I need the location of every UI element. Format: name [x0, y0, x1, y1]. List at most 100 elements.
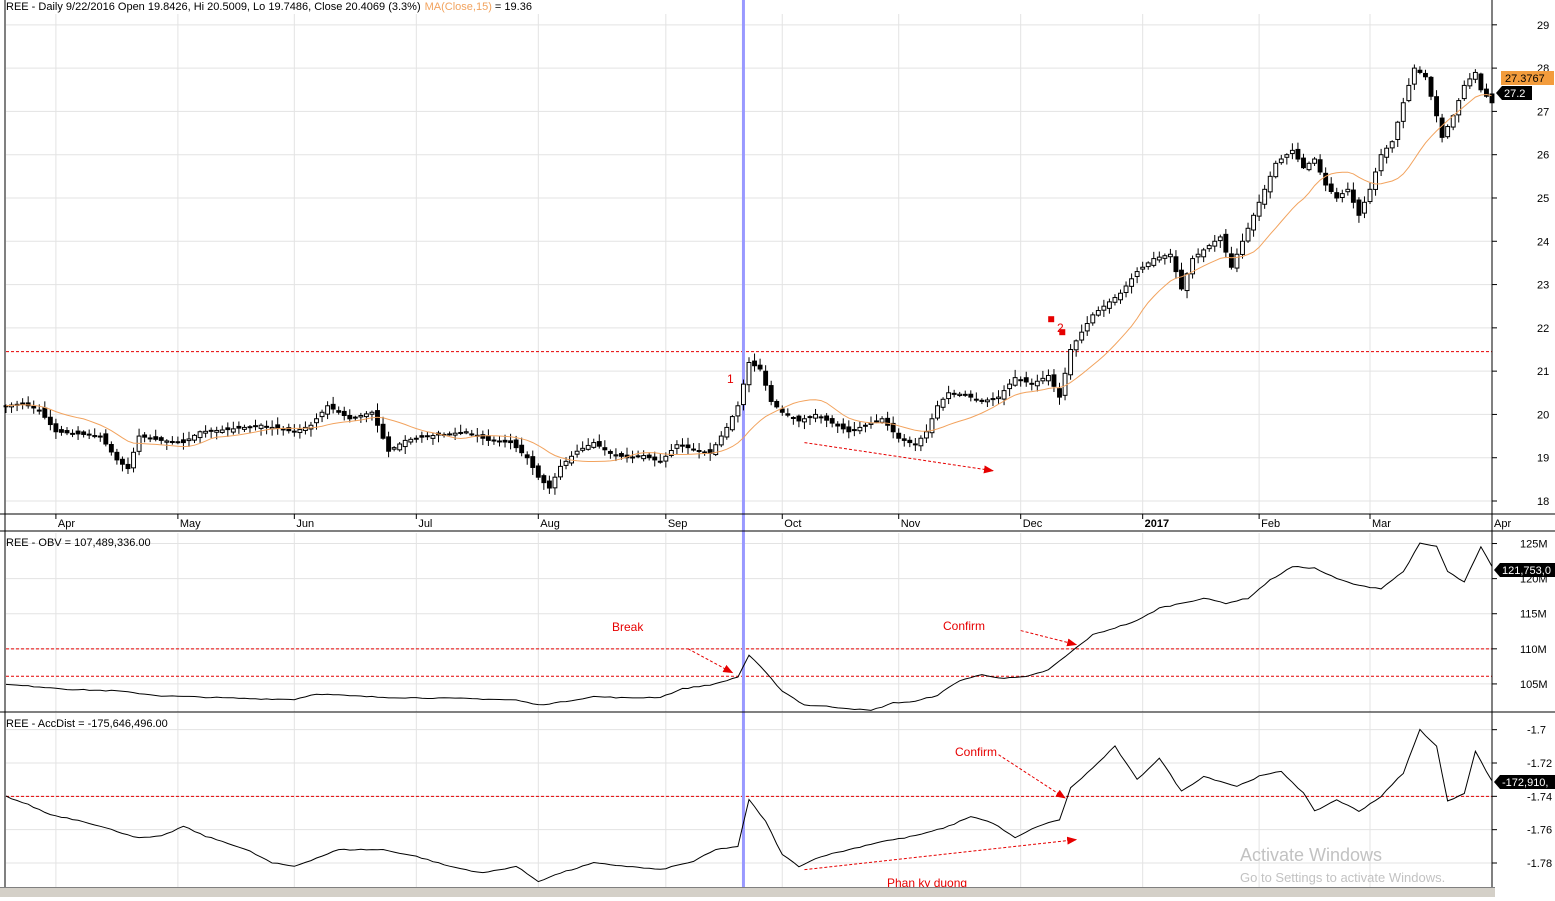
- candle-body: [996, 396, 1001, 400]
- candle-body: [86, 433, 92, 436]
- candle-body: [779, 408, 785, 413]
- price-candle: [402, 435, 408, 455]
- price-candle: [363, 411, 369, 423]
- price-candle: [97, 432, 103, 442]
- candle-body: [280, 428, 286, 431]
- price-candle: [469, 429, 475, 437]
- candle-body: [1434, 96, 1439, 117]
- accdist-series-line: [5, 728, 1493, 883]
- price-divergence-arrow: [804, 442, 994, 474]
- price-candle: [1195, 248, 1201, 264]
- candle-body: [635, 455, 641, 458]
- price-tick-label: 23: [1537, 280, 1549, 292]
- price-candle: [1356, 197, 1362, 223]
- candle-body: [957, 393, 963, 396]
- price-candle: [1362, 196, 1367, 219]
- candle-body: [1179, 269, 1184, 290]
- price-ma-badge-text: 27.3767: [1505, 73, 1545, 85]
- candle-body: [735, 405, 741, 417]
- candle-body: [763, 370, 769, 386]
- obv-tick-label: 105M: [1520, 679, 1548, 691]
- candle-body: [840, 423, 846, 430]
- price-candle: [607, 449, 613, 459]
- candle-body: [97, 435, 103, 438]
- candle-body: [42, 407, 48, 418]
- candle-body: [857, 426, 863, 432]
- price-candle: [430, 432, 436, 445]
- candle-body: [713, 444, 719, 456]
- candle-body: [81, 431, 87, 435]
- price-tick-label: 20: [1537, 409, 1549, 421]
- price-candle: [1007, 379, 1013, 397]
- candle-body: [1040, 377, 1046, 382]
- price-candle: [1184, 272, 1190, 299]
- price-candle: [674, 440, 680, 455]
- sheet-tab-bar[interactable]: [0, 887, 1495, 897]
- price-candle: [702, 450, 708, 456]
- price-candle: [1118, 289, 1123, 304]
- candle-body: [424, 435, 430, 438]
- candle-body: [175, 441, 181, 444]
- indicator-layer: [5, 542, 1493, 883]
- candle-body: [890, 422, 896, 433]
- candle-body: [192, 434, 197, 441]
- candle-body: [774, 400, 780, 408]
- candle-body: [973, 398, 979, 401]
- candle-body: [1057, 388, 1062, 398]
- candle-body: [519, 444, 525, 454]
- price-candle: [70, 429, 75, 438]
- candle-body: [286, 427, 292, 432]
- candle-body: [1428, 76, 1434, 97]
- price-candle: [602, 440, 608, 456]
- price-candle: [14, 400, 20, 412]
- price-candle: [1106, 298, 1112, 314]
- price-candle: [1389, 140, 1395, 153]
- confirm-accdist-label: Confirm: [955, 745, 997, 759]
- candle-body: [1240, 240, 1245, 255]
- price-candle: [369, 410, 375, 421]
- candle-body: [391, 447, 397, 450]
- price-candle: [957, 391, 963, 398]
- price-candle: [103, 429, 109, 447]
- candle-body: [602, 447, 608, 451]
- month-tick-label: Mar: [1372, 518, 1391, 530]
- candle-body: [1090, 314, 1096, 324]
- candle-body: [1334, 192, 1340, 199]
- candle-body: [1190, 258, 1196, 275]
- candle-body: [951, 392, 957, 395]
- candle-body: [1007, 383, 1013, 390]
- candle-body: [142, 434, 148, 438]
- price-candle: [413, 435, 419, 443]
- price-close-badge-text: 27.2: [1504, 88, 1525, 100]
- candle-body: [1001, 390, 1007, 400]
- price-candle: [92, 428, 98, 439]
- price-candle: [591, 438, 597, 449]
- price-candle: [1478, 72, 1484, 93]
- price-candle: [1289, 143, 1295, 160]
- candle-body: [491, 439, 497, 442]
- candle-body: [463, 431, 469, 434]
- candle-body: [1167, 253, 1173, 258]
- obv-confirm-arrow: [1020, 630, 1078, 647]
- price-candle: [1057, 382, 1062, 405]
- candle-body: [1217, 236, 1223, 242]
- activate-windows-subtitle: Go to Settings to activate Windows.: [1240, 870, 1446, 885]
- candle-body: [862, 424, 868, 427]
- candle-body: [1278, 158, 1284, 164]
- price-candle: [341, 406, 347, 421]
- candle-body: [874, 420, 879, 423]
- price-candle: [236, 421, 242, 434]
- price-candle: [569, 451, 575, 466]
- candle-body: [513, 439, 519, 449]
- price-candle: [1045, 369, 1051, 386]
- price-candle: [541, 473, 547, 490]
- price-candle: [1267, 171, 1273, 199]
- price-candle: [491, 436, 497, 445]
- annotation-layer: [687, 316, 1078, 871]
- price-candle: [824, 413, 830, 428]
- price-candle: [940, 397, 946, 411]
- candle-body: [818, 416, 824, 419]
- levels-layer: [6, 351, 1492, 797]
- price-candle: [1134, 267, 1140, 284]
- price-candle: [169, 436, 175, 445]
